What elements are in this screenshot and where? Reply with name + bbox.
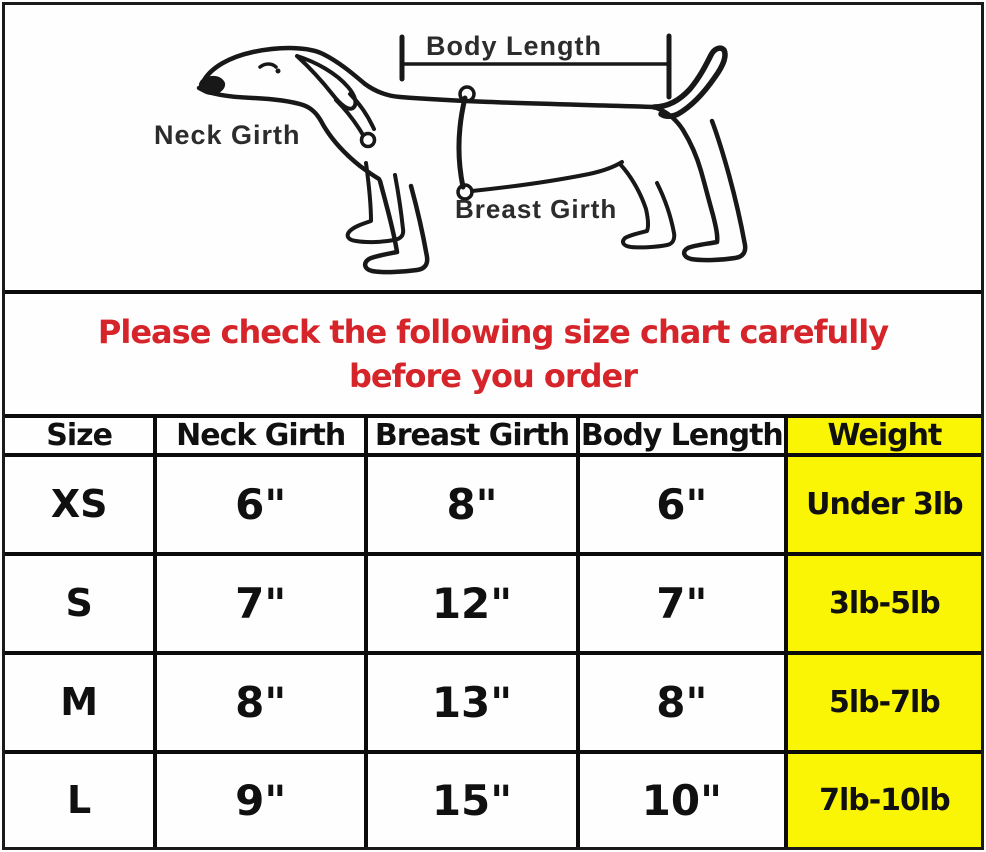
cell-s-weight: 3lb-5lb: [783, 551, 981, 655]
dog-head-back-outline: [200, 45, 657, 110]
harness-ring-top: [458, 85, 476, 103]
cell-l-weight: 7lb-10lb: [783, 749, 981, 847]
body-length-label: Body Length: [426, 31, 602, 61]
cell-m-size: M: [5, 650, 158, 754]
dog-ear: [295, 54, 358, 111]
cell-l-breast-girth: 15": [364, 749, 580, 847]
hind-leg-far: [618, 162, 677, 250]
harness-band-edge: [456, 95, 468, 190]
dog-tail: [651, 45, 728, 119]
col-header-size: Size: [5, 418, 158, 457]
cell-xs-size: XS: [5, 453, 158, 556]
col-header-neck-girth: Neck Girth: [153, 418, 369, 457]
cell-xs-body-length: 6": [575, 453, 788, 556]
cell-xs-breast-girth: 8": [364, 453, 580, 556]
hind-leg-near: [651, 104, 748, 263]
dog-muzzle-chest-outline: [196, 85, 382, 182]
cell-xs-neck-girth: 6": [153, 453, 369, 556]
notice-text-line2: before you order: [348, 357, 638, 395]
cell-m-body-length: 8": [575, 650, 788, 754]
dog-belly-line: [470, 160, 624, 193]
cell-xs-weight: Under 3lb: [783, 453, 981, 556]
table-row-s: S 7" 12" 7" 3lb-5lb: [5, 551, 981, 655]
cell-l-body-length: 10": [575, 749, 788, 847]
collar-front-edge: [334, 98, 365, 137]
front-leg-near: [362, 178, 430, 275]
notice-section: Please check the following size chart ca…: [5, 294, 981, 418]
front-leg-far: [345, 161, 406, 245]
cell-l-neck-girth: 9": [153, 749, 369, 847]
table-row-xs: XS 6" 8" 6" Under 3lb: [5, 453, 981, 556]
table-row-m: M 8" 13" 8" 5lb-7lb: [5, 650, 981, 754]
table-row-l: L 9" 15" 10" 7lb-10lb: [5, 749, 981, 847]
collar-ring: [359, 131, 377, 149]
collar-back-edge: [348, 92, 376, 131]
cell-m-neck-girth: 8": [153, 650, 369, 754]
cell-s-body-length: 7": [575, 551, 788, 655]
cell-m-weight: 5lb-7lb: [783, 650, 981, 754]
breast-girth-label: Breast Girth: [455, 194, 617, 224]
notice-text-line1: Please check the following size chart ca…: [97, 313, 889, 351]
col-header-breast-girth: Breast Girth: [364, 418, 580, 457]
measurement-diagram-section: Body Length Neck Girth Breast Girth: [5, 5, 981, 294]
size-chart-table: Size Neck Girth Breast Girth Body Length…: [5, 418, 981, 847]
dog-nose: [198, 75, 226, 95]
cell-l-size: L: [5, 749, 158, 847]
header-row: Size Neck Girth Breast Girth Body Length…: [5, 418, 981, 457]
dog-eye-dot: [275, 68, 281, 74]
cell-s-neck-girth: 7": [153, 551, 369, 655]
col-header-weight: Weight: [783, 418, 981, 457]
dog-measurement-diagram: Body Length Neck Girth Breast Girth: [154, 31, 748, 275]
cell-s-size: S: [5, 551, 158, 655]
col-header-body-length: Body Length: [575, 418, 788, 457]
cell-m-breast-girth: 13": [364, 650, 580, 754]
dog-eye: [258, 62, 278, 69]
cell-s-breast-girth: 12": [364, 551, 580, 655]
neck-girth-label: Neck Girth: [154, 120, 301, 150]
